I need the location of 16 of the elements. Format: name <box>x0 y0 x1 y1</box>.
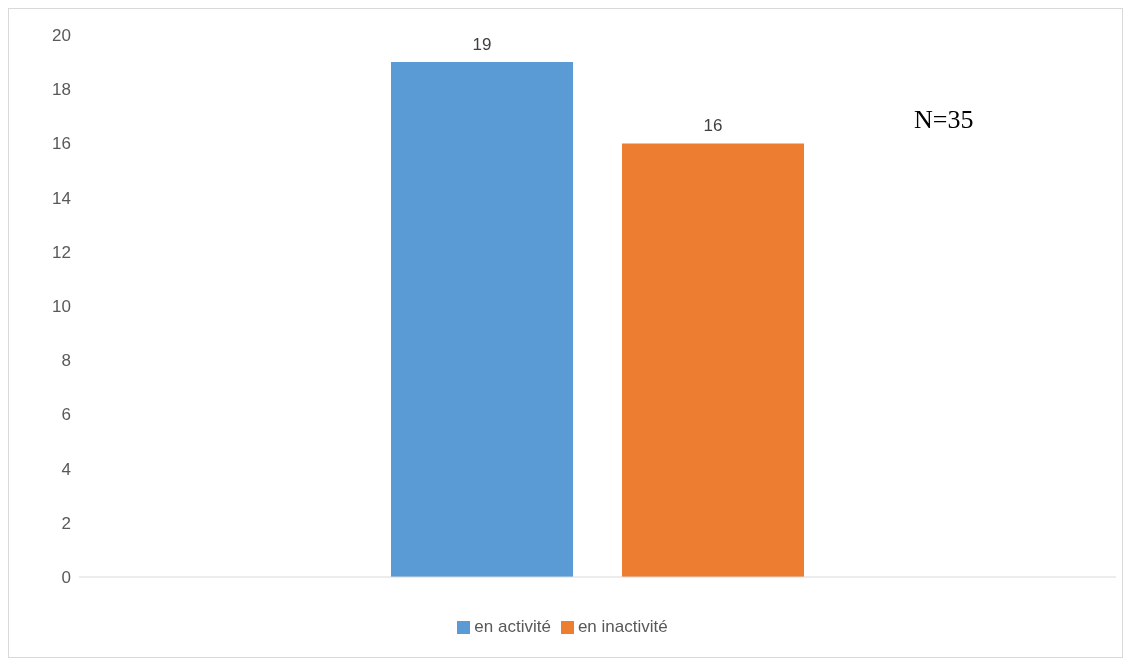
y-tick-label: 8 <box>61 351 71 371</box>
y-tick-label: 18 <box>52 80 71 100</box>
y-tick-label: 12 <box>52 242 71 262</box>
y-tick-label: 0 <box>61 568 71 588</box>
y-tick-label: 6 <box>61 405 71 425</box>
y-tick-label: 14 <box>52 188 71 208</box>
legend-label: en activité <box>474 617 551 636</box>
y-tick-label: 4 <box>61 459 71 479</box>
y-tick-label: 2 <box>61 513 71 533</box>
annotation: N=35 <box>914 105 974 135</box>
data-label: 16 <box>703 116 723 136</box>
data-label: 19 <box>472 35 492 55</box>
y-tick-label: 10 <box>52 297 71 317</box>
y-tick-label: 20 <box>52 26 71 46</box>
legend-label: en inactivité <box>577 617 668 636</box>
y-tick-label: 16 <box>52 134 71 154</box>
